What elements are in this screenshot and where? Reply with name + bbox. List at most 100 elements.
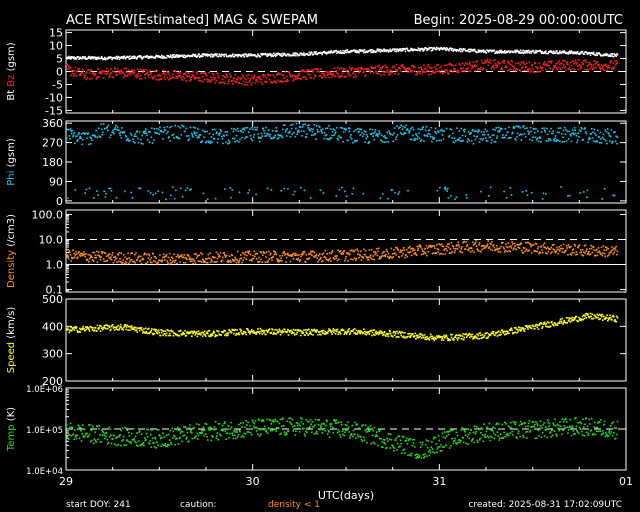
data-point <box>583 191 585 193</box>
data-point <box>603 188 606 190</box>
data-point <box>255 129 258 131</box>
data-point <box>132 55 135 58</box>
data-point <box>391 71 393 74</box>
data-point <box>527 250 529 252</box>
data-point <box>478 242 481 244</box>
series-bz <box>66 58 619 86</box>
data-point <box>349 74 352 77</box>
data-point <box>437 131 440 133</box>
data-point <box>292 54 294 56</box>
data-point <box>574 244 576 247</box>
data-point <box>105 327 107 330</box>
data-point <box>483 62 486 65</box>
data-point <box>70 74 72 77</box>
data-point <box>594 66 596 69</box>
data-point <box>396 247 398 249</box>
data-point <box>167 256 170 259</box>
data-point <box>462 139 464 142</box>
data-point <box>586 248 588 250</box>
data-point <box>558 246 561 248</box>
data-point <box>354 249 357 251</box>
data-point <box>165 332 168 335</box>
data-point <box>285 261 287 263</box>
data-point <box>452 65 455 67</box>
data-point <box>421 69 423 71</box>
data-point <box>585 317 587 319</box>
data-point <box>459 250 461 252</box>
data-point <box>249 53 252 55</box>
data-point <box>75 58 78 60</box>
data-point <box>99 324 101 327</box>
data-point <box>203 330 206 333</box>
data-point <box>371 51 374 54</box>
data-point <box>191 74 194 76</box>
data-point <box>415 73 418 76</box>
data-point <box>462 49 464 51</box>
data-point <box>296 133 298 135</box>
data-point <box>408 251 410 254</box>
data-point <box>387 333 389 336</box>
data-point <box>74 429 76 431</box>
data-point <box>518 50 521 53</box>
data-point <box>303 252 305 255</box>
data-point <box>597 129 599 132</box>
data-point <box>499 62 502 65</box>
data-point <box>473 65 475 68</box>
data-point <box>172 186 174 188</box>
data-point <box>213 55 215 57</box>
data-point <box>155 447 157 449</box>
data-point <box>299 77 301 80</box>
data-point <box>257 328 259 330</box>
data-point <box>306 71 308 73</box>
data-point <box>171 261 173 264</box>
data-point <box>116 57 119 59</box>
data-point <box>74 325 77 328</box>
data-point <box>610 129 613 131</box>
data-point <box>451 48 454 50</box>
data-point <box>266 331 269 334</box>
data-point <box>127 73 129 76</box>
data-point <box>94 73 97 75</box>
data-point <box>384 136 387 139</box>
data-point <box>315 254 318 256</box>
data-point <box>188 75 191 77</box>
data-point <box>104 196 107 198</box>
data-point <box>158 434 161 436</box>
data-point <box>123 435 125 438</box>
data-point <box>142 57 144 59</box>
data-point <box>203 78 206 81</box>
data-point <box>461 335 464 337</box>
data-point <box>112 327 115 329</box>
data-point <box>326 332 329 334</box>
data-point <box>532 325 535 328</box>
data-point <box>522 125 525 127</box>
data-point <box>93 438 96 440</box>
data-point <box>211 128 214 131</box>
data-point <box>528 326 531 328</box>
data-point <box>432 138 435 140</box>
data-point <box>148 57 151 59</box>
data-point <box>116 73 118 76</box>
data-point <box>90 57 93 59</box>
data-point <box>472 129 474 131</box>
data-point <box>346 331 349 333</box>
data-point <box>607 65 610 67</box>
data-point <box>241 332 243 334</box>
data-point <box>206 55 209 57</box>
data-point <box>123 444 126 446</box>
data-point <box>295 329 297 331</box>
data-point <box>510 247 513 249</box>
data-point <box>478 141 481 143</box>
data-point <box>576 139 579 141</box>
data-point <box>500 245 502 248</box>
data-point <box>270 331 273 334</box>
data-point <box>251 260 253 262</box>
data-point <box>243 127 245 130</box>
data-point <box>448 136 450 138</box>
data-point <box>331 333 333 335</box>
data-point <box>159 126 161 129</box>
data-point <box>481 333 484 336</box>
data-point <box>355 129 357 131</box>
data-point <box>105 435 107 438</box>
